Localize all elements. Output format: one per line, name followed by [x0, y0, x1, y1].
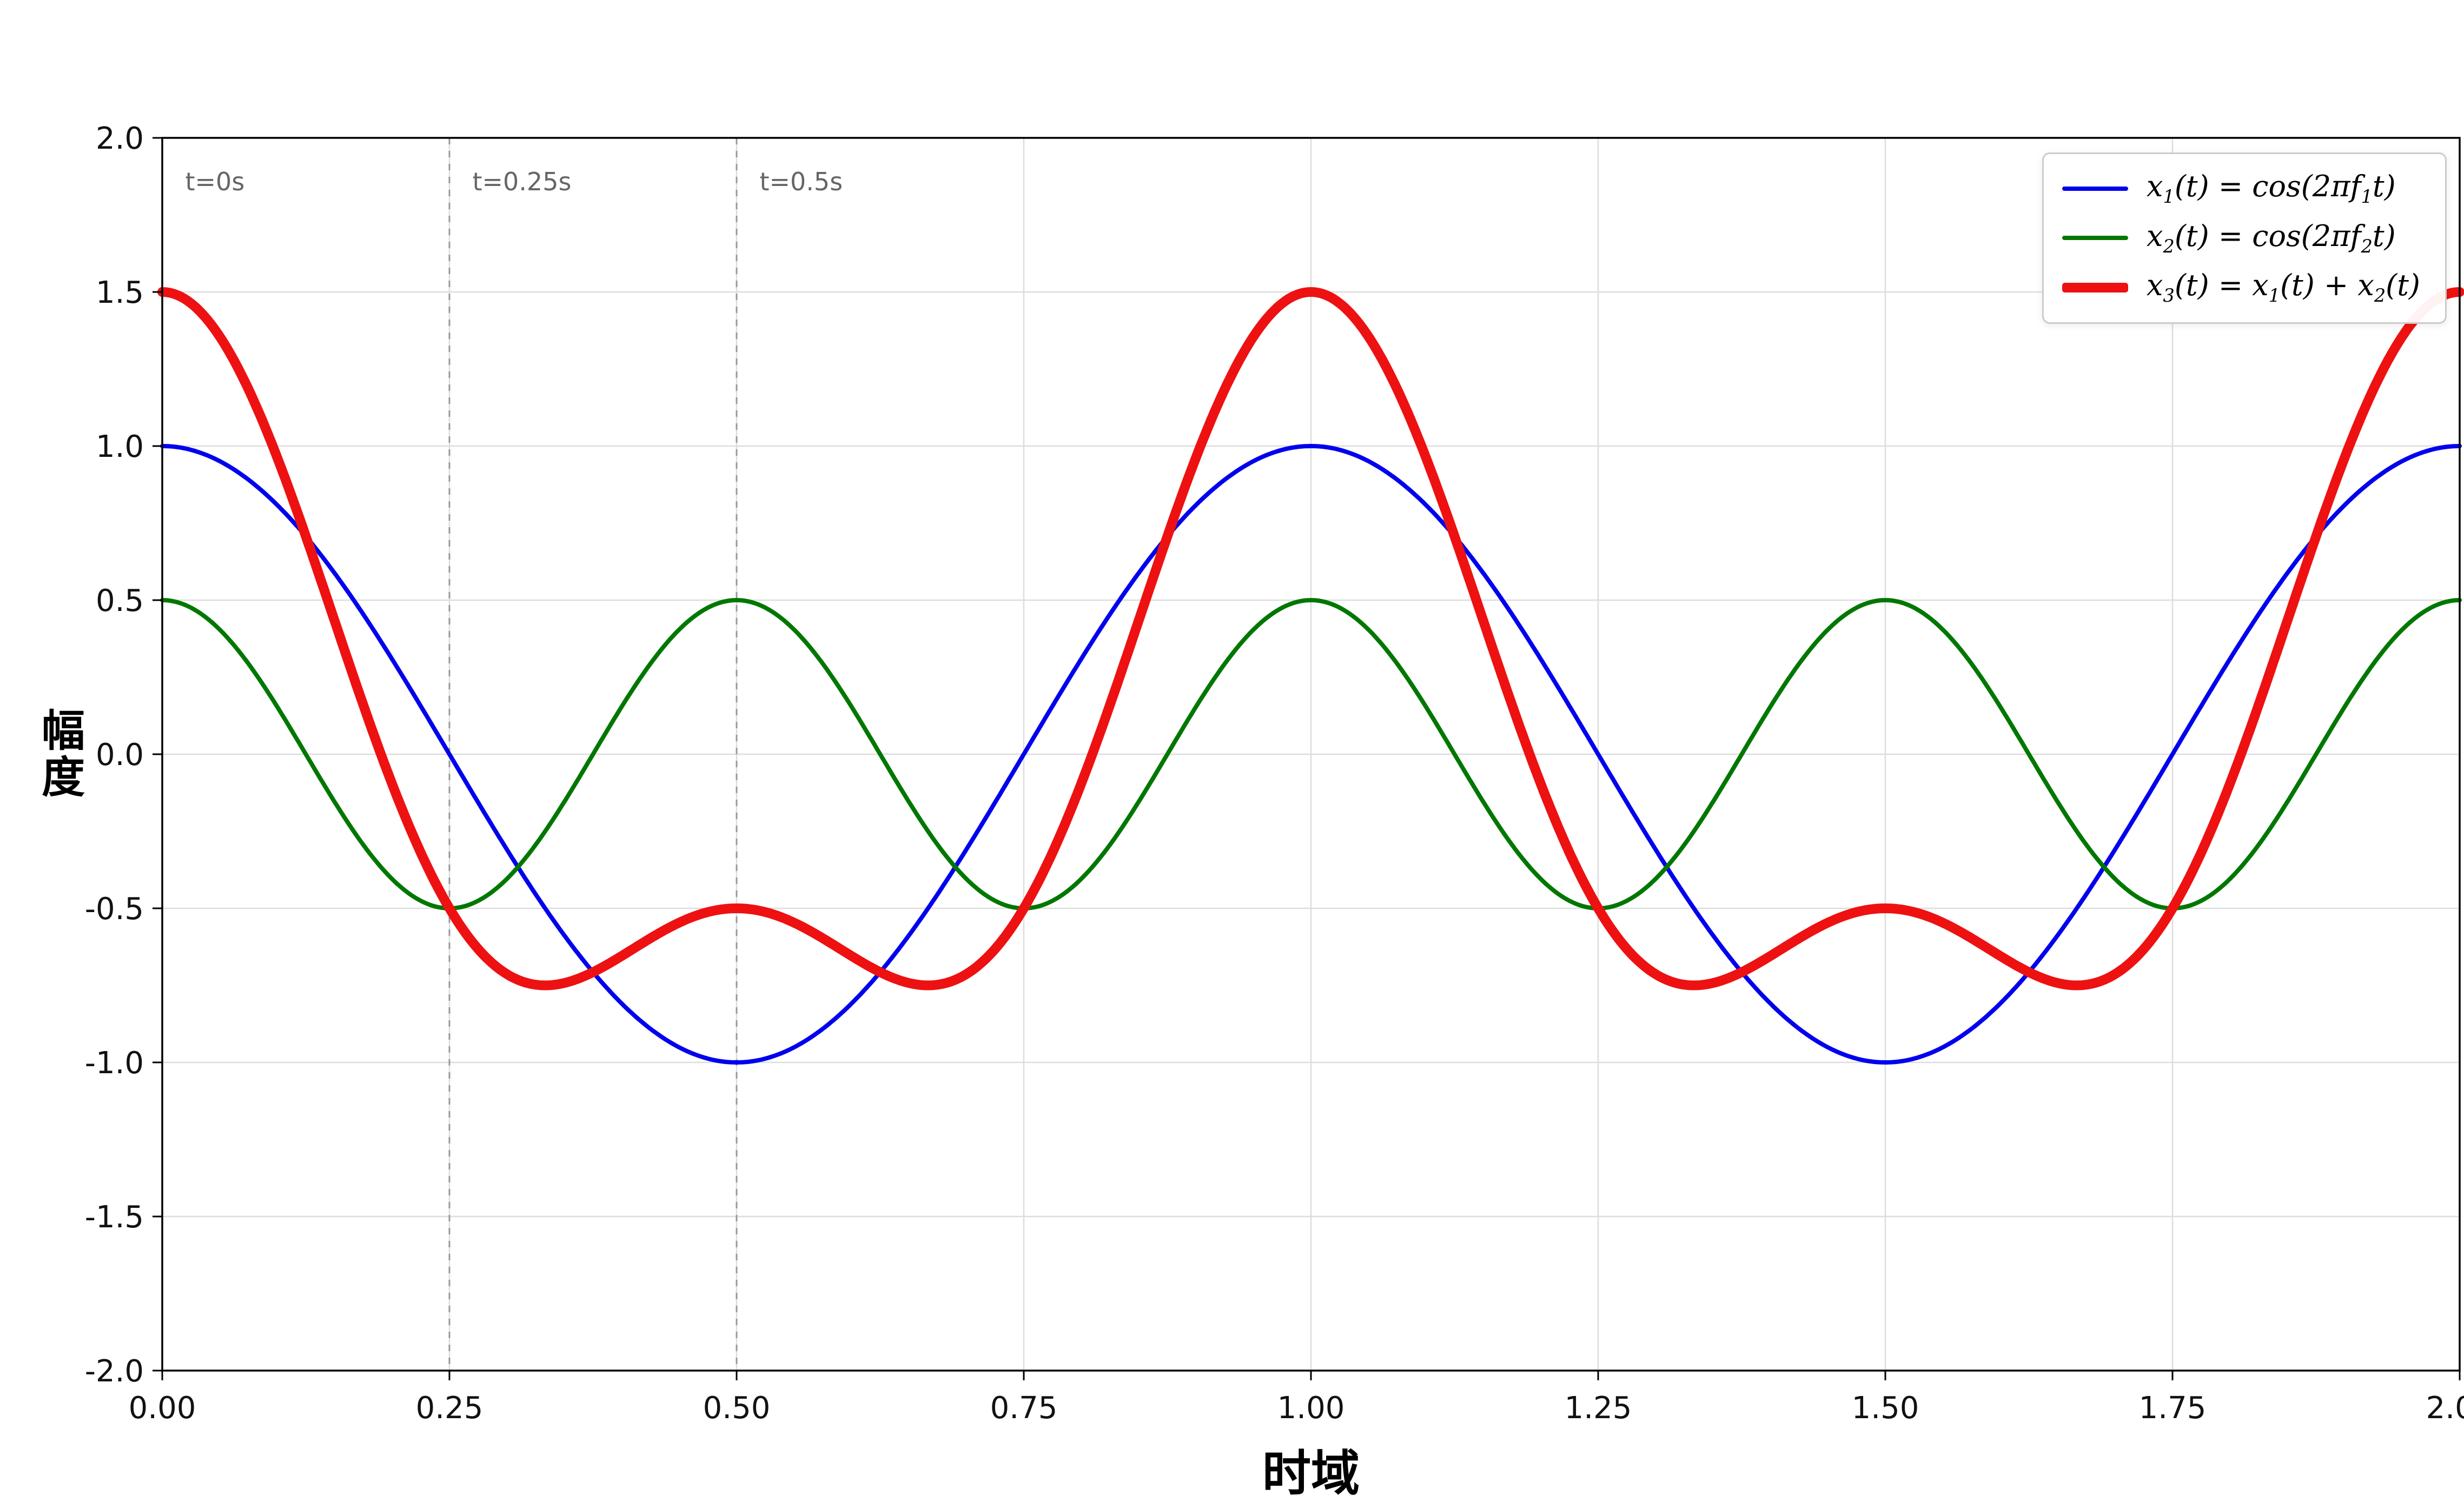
x-tick-label: 0.50 [703, 1391, 771, 1426]
x-tick-label: 1.00 [1277, 1391, 1345, 1426]
time-annotation: t=0.5s [759, 167, 843, 196]
x-tick-label: 0.00 [129, 1391, 196, 1426]
y-tick-label: 0.5 [96, 583, 144, 619]
x-tick-label: 0.75 [990, 1391, 1058, 1426]
y-tick-label: 1.0 [96, 429, 144, 464]
x-tick-label: 1.50 [1852, 1391, 1919, 1426]
x-tick-label: 1.25 [1565, 1391, 1632, 1426]
legend-entry-2: x2(t) = cos(2πf2t) [2062, 220, 2420, 257]
x-tick-label: 2.00 [2426, 1391, 2464, 1426]
y-axis-label: 幅度 [35, 708, 85, 801]
y-tick-label: -2.0 [85, 1354, 144, 1389]
series-line-1 [160, 444, 2462, 1065]
y-tick-label: 1.5 [96, 275, 144, 310]
time-annotations: t=0s t=0.25s t=0.5s [185, 167, 843, 196]
x-tick-label: 0.25 [416, 1391, 483, 1426]
axis-ticks: 0.00 0.25 0.50 0.75 1.00 1.25 1.50 1.75 2.00 -2.0… [85, 121, 2464, 1426]
series-curves [157, 287, 2464, 1065]
legend-entry-3: x3(t) = x1(t) + x2(t) [2062, 269, 2420, 306]
legend-line-sample [2062, 283, 2129, 293]
y-tick-label: -0.5 [85, 892, 144, 927]
legend: x1(t) = cos(2πf1t) x2(t) = cos(2πf2t) x3(t… [2042, 152, 2447, 324]
legend-label: x1(t) = cos(2πf1t) [2147, 169, 2396, 207]
y-tick-label: 2.0 [96, 121, 144, 156]
legend-label: x3(t) = x1(t) + x2(t) [2147, 268, 2420, 307]
series-line-3 [157, 287, 2464, 991]
y-tick-label: -1.0 [85, 1046, 144, 1081]
legend-line-sample [2062, 186, 2129, 191]
legend-entry-1: x1(t) = cos(2πf1t) [2062, 170, 2420, 207]
x-axis-label: 时域 [1262, 1445, 1360, 1502]
legend-line-sample [2062, 236, 2129, 241]
series-line-2 [160, 598, 2462, 910]
y-tick-label: 0.0 [96, 737, 144, 773]
x-tick-label: 1.75 [2139, 1391, 2207, 1426]
time-annotation: t=0s [185, 167, 244, 196]
time-annotation: t=0.25s [472, 167, 571, 196]
legend-label: x2(t) = cos(2πf2t) [2147, 218, 2396, 257]
y-tick-label: -1.5 [85, 1200, 144, 1235]
